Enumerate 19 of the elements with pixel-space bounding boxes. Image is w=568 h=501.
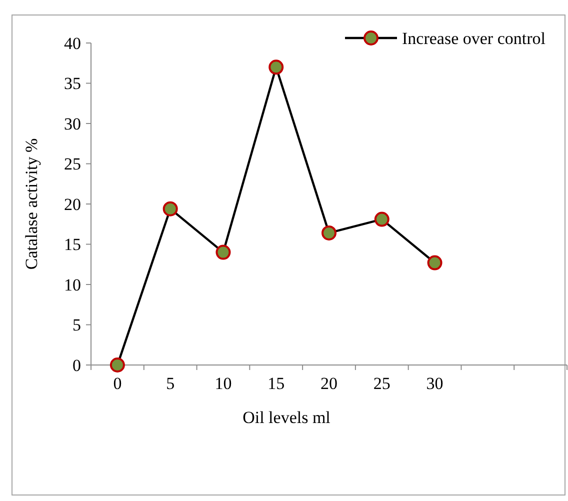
y-tick-label: 30 <box>64 114 81 134</box>
x-tick-label: 30 <box>426 374 444 393</box>
y-tick-label: 5 <box>72 316 81 335</box>
y-tick-label: 10 <box>64 275 81 294</box>
x-tick-label: 0 <box>113 374 122 393</box>
x-tick-label: 10 <box>214 374 232 393</box>
y-tick-label: 20 <box>64 194 81 214</box>
x-tick-label: 5 <box>166 374 175 393</box>
legend-label: Increase over control <box>402 28 546 48</box>
y-tick-label: 35 <box>64 74 81 94</box>
x-tick-label: 20 <box>320 374 338 393</box>
x-axis-title: Oil levels ml <box>242 408 331 427</box>
y-tick-label: 15 <box>64 235 81 254</box>
y-tick-label: 40 <box>64 34 81 53</box>
y-tick-label: 0 <box>72 356 81 375</box>
x-tick-label: 15 <box>268 374 285 393</box>
x-tick-label: 25 <box>373 374 390 393</box>
y-axis-title: Catalase activity % <box>22 138 41 270</box>
y-tick-label: 25 <box>64 154 81 174</box>
